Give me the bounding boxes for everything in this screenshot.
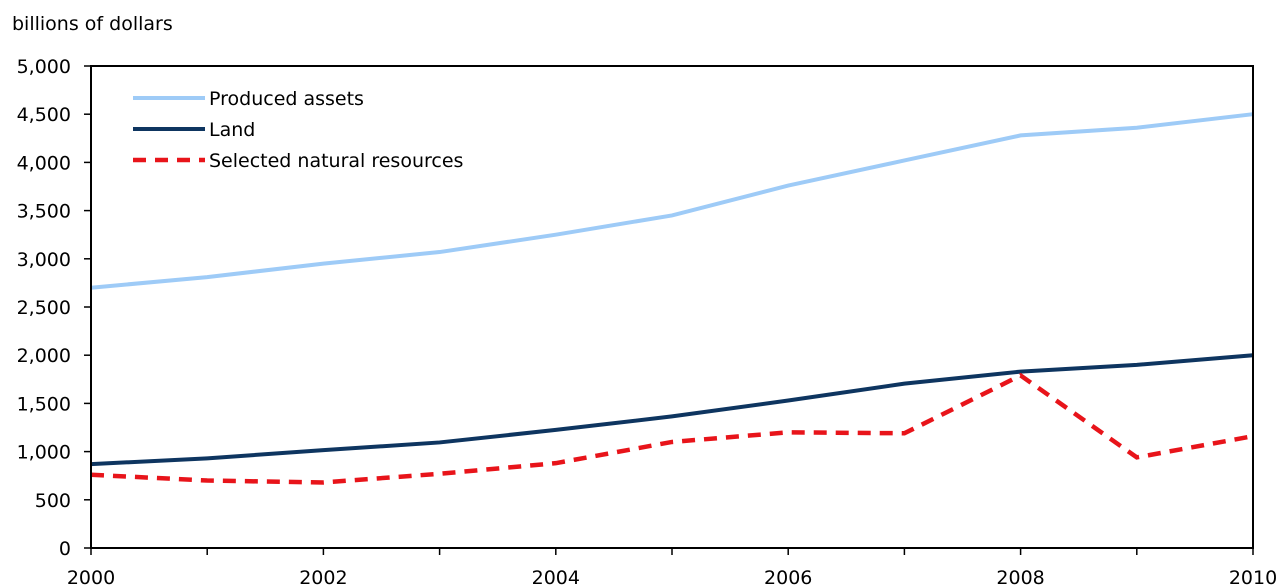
legend-label: Selected natural resources (209, 150, 463, 172)
plot-area-border (90, 65, 1254, 549)
y-tick-label: 4,000 (17, 152, 71, 174)
y-tick-label: 3,500 (17, 201, 71, 223)
y-tick-label: 0 (59, 538, 71, 560)
series-line-produced-assets (90, 112, 1254, 290)
x-tick-label: 2006 (764, 567, 812, 586)
series-line-land (90, 353, 1254, 467)
x-tick-label: 2002 (299, 567, 347, 586)
x-tick-label: 2004 (532, 567, 580, 586)
x-tick-label: 2010 (1229, 567, 1277, 586)
y-tick-label: 1,000 (17, 442, 71, 464)
legend-label: Produced assets (209, 88, 364, 110)
x-axis-ticks: 2000 2002 2004 2006 2008 2010 (67, 548, 1277, 586)
y-tick-label: 5,000 (17, 56, 71, 78)
series-lines (90, 112, 1254, 485)
series-line-selected-natural-resources (90, 372, 1254, 485)
legend: Produced assets Land Selected natural reso… (133, 88, 463, 172)
x-tick-label: 2000 (67, 567, 115, 586)
y-tick-label: 2,500 (17, 297, 71, 319)
y-tick-label: 500 (35, 490, 71, 512)
y-tick-label: 4,500 (17, 104, 71, 126)
legend-label: Land (209, 119, 255, 141)
y-axis-ticks: 0 500 1,000 1,500 2,000 2,500 3,000 3,500 4,000 4… (17, 56, 91, 560)
y-axis-label: billions of dollars (12, 13, 173, 35)
y-tick-label: 2,000 (17, 345, 71, 367)
y-tick-label: 1,500 (17, 393, 71, 415)
x-tick-label: 2008 (996, 567, 1044, 586)
y-tick-label: 3,000 (17, 249, 71, 271)
